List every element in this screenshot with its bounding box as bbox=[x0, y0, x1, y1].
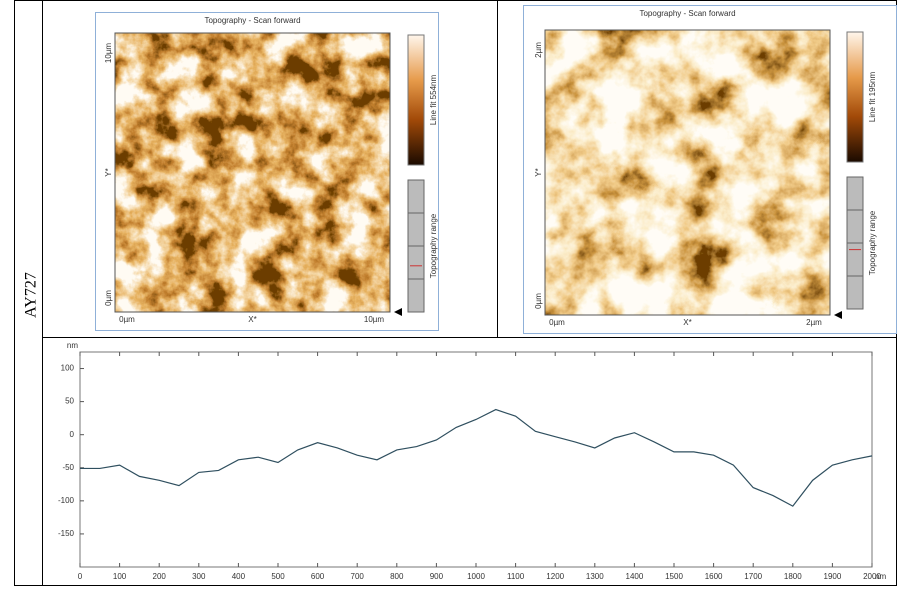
x-axis-label: 0µm bbox=[549, 318, 565, 327]
x-tick-label: 300 bbox=[192, 572, 206, 581]
y-axis-label: 0µm bbox=[104, 290, 113, 306]
colorbar bbox=[407, 34, 425, 166]
x-axis-label: 2µm bbox=[806, 318, 822, 327]
x-tick-label: 0 bbox=[78, 572, 83, 581]
x-tick-label: 1100 bbox=[507, 572, 525, 581]
profile-line bbox=[80, 408, 873, 507]
x-axis-label: X* bbox=[248, 315, 256, 324]
y-axis-label: Y* bbox=[534, 168, 543, 176]
x-tick-label: 1800 bbox=[784, 572, 802, 581]
x-tick-label: 100 bbox=[113, 572, 127, 581]
x-tick-label: 1500 bbox=[665, 572, 683, 581]
x-axis-label: X* bbox=[683, 318, 691, 327]
y-tick-label: -50 bbox=[62, 463, 74, 472]
image-border bbox=[114, 32, 391, 313]
x-tick-label: 200 bbox=[153, 572, 167, 581]
x-tick-label: 1400 bbox=[626, 572, 644, 581]
x-tick-label: 2000 bbox=[863, 572, 881, 581]
y-axis-label: 2µm bbox=[534, 42, 543, 58]
y-axis-label: Y* bbox=[104, 168, 113, 176]
x-tick-label: 400 bbox=[232, 572, 246, 581]
panel-title: Topography - Scan forward bbox=[204, 16, 300, 25]
colorbar-label: Line fit 195nm bbox=[868, 72, 877, 123]
y-tick-label: 50 bbox=[65, 397, 74, 406]
range-label: Topography range bbox=[429, 213, 438, 278]
x-tick-label: 800 bbox=[390, 572, 404, 581]
x-tick-label: 900 bbox=[430, 572, 444, 581]
x-axis-label: 10µm bbox=[364, 315, 385, 324]
afm-image bbox=[545, 30, 830, 315]
y-tick-label: 100 bbox=[61, 364, 75, 373]
x-axis-label: 0µm bbox=[119, 315, 135, 324]
panel-title: Topography - Scan forward bbox=[639, 9, 735, 18]
marker bbox=[834, 311, 842, 319]
y-tick-label: -100 bbox=[58, 496, 75, 505]
afm-image bbox=[115, 33, 390, 312]
x-tick-label: 700 bbox=[351, 572, 365, 581]
x-tick-label: 1200 bbox=[546, 572, 564, 581]
y-axis-label: 0µm bbox=[534, 293, 543, 309]
plot-frame bbox=[79, 351, 873, 568]
x-tick-label: 1000 bbox=[467, 572, 485, 581]
x-tick-label: 1900 bbox=[824, 572, 842, 581]
x-unit: nm bbox=[875, 572, 886, 581]
colorbar-label: Line fit 554nm bbox=[429, 75, 438, 126]
x-tick-label: 600 bbox=[311, 572, 325, 581]
row-label: AY727 bbox=[23, 272, 40, 318]
image-border bbox=[544, 29, 831, 316]
x-tick-label: 1300 bbox=[586, 572, 604, 581]
x-tick-label: 1700 bbox=[744, 572, 762, 581]
x-tick-label: 1600 bbox=[705, 572, 723, 581]
marker bbox=[394, 308, 402, 316]
range-label: Topography range bbox=[868, 210, 877, 275]
y-tick-label: 0 bbox=[70, 430, 75, 439]
y-axis-label: 10µm bbox=[104, 43, 113, 64]
y-unit: nm bbox=[67, 341, 78, 350]
y-tick-label: -150 bbox=[58, 529, 75, 538]
x-tick-label: 500 bbox=[271, 572, 285, 581]
colorbar bbox=[846, 31, 864, 163]
